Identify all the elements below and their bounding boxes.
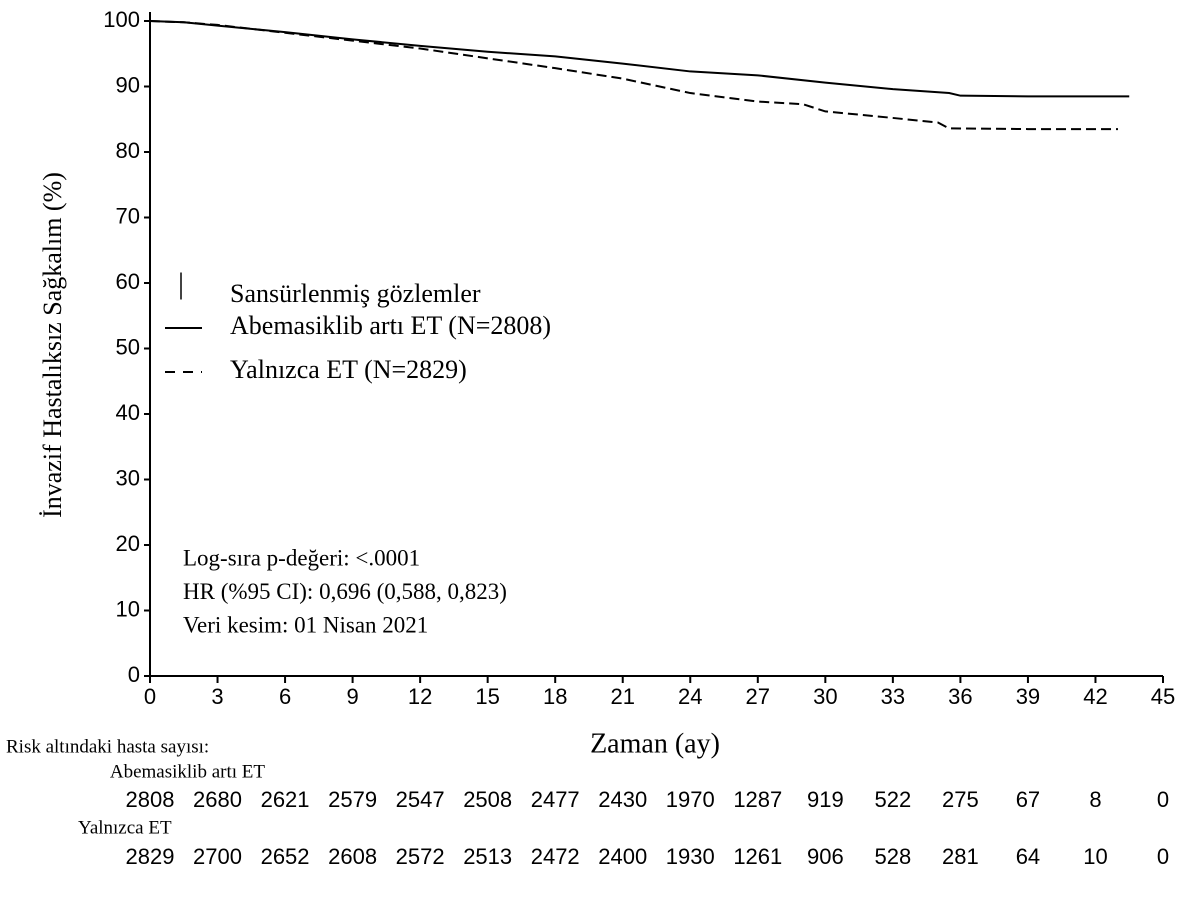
risk-count: 1930 — [666, 844, 715, 869]
risk-count: 2680 — [193, 787, 242, 812]
x-tick-label: 33 — [881, 684, 905, 709]
risk-count: 0 — [1157, 844, 1169, 869]
y-tick-label: 90 — [116, 72, 140, 97]
x-tick-label: 9 — [346, 684, 358, 709]
x-tick-label: 36 — [948, 684, 972, 709]
x-tick-label: 30 — [813, 684, 837, 709]
risk-count: 10 — [1083, 844, 1107, 869]
risk-count: 2472 — [531, 844, 580, 869]
risk-count: 275 — [942, 787, 979, 812]
risk-count: 528 — [875, 844, 912, 869]
annotation: HR (%95 CI): 0,696 (0,588, 0,823) — [183, 579, 507, 604]
risk-title: Risk altındaki hasta sayısı: — [6, 736, 209, 757]
legend-label: Yalnızca ET (N=2829) — [230, 355, 467, 384]
risk-count: 2829 — [126, 844, 175, 869]
y-tick-label: 100 — [103, 7, 140, 32]
x-axis-label: Zaman (ay) — [590, 728, 720, 759]
x-tick-label: 21 — [610, 684, 634, 709]
risk-count: 2808 — [126, 787, 175, 812]
y-tick-label: 70 — [116, 203, 140, 228]
risk-count: 2700 — [193, 844, 242, 869]
x-tick-label: 12 — [408, 684, 432, 709]
risk-count: 67 — [1016, 787, 1040, 812]
y-axis-label: İnvazif Hastalıksız Sağkalım (%) — [38, 172, 67, 518]
y-tick-label: 0 — [128, 662, 140, 687]
y-tick-label: 50 — [116, 334, 140, 359]
risk-count: 64 — [1016, 844, 1040, 869]
risk-count: 2430 — [598, 787, 647, 812]
risk-count: 2652 — [261, 844, 310, 869]
legend-label: Abemasiklib artı ET (N=2808) — [230, 311, 551, 340]
x-tick-label: 27 — [746, 684, 770, 709]
x-tick-label: 0 — [144, 684, 156, 709]
risk-count: 2579 — [328, 787, 377, 812]
survival-line — [149, 20, 1118, 131]
risk-count: 906 — [807, 844, 844, 869]
x-tick-label: 24 — [678, 684, 702, 709]
y-tick-label: 60 — [116, 269, 140, 294]
x-tick-label: 15 — [475, 684, 499, 709]
x-tick-label: 3 — [211, 684, 223, 709]
survival-line — [149, 20, 1130, 98]
risk-count: 1970 — [666, 787, 715, 812]
y-tick-label: 40 — [116, 400, 140, 425]
risk-count: 2400 — [598, 844, 647, 869]
censor-symbol: | — [178, 267, 184, 300]
risk-count: 919 — [807, 787, 844, 812]
risk-count: 2621 — [261, 787, 310, 812]
risk-count: 2608 — [328, 844, 377, 869]
legend-label: Sansürlenmiş gözlemler — [230, 279, 481, 308]
risk-count: 2508 — [463, 787, 512, 812]
risk-count: 522 — [875, 787, 912, 812]
risk-count: 2547 — [396, 787, 445, 812]
x-tick-label: 39 — [1016, 684, 1040, 709]
risk-count: 1287 — [733, 787, 782, 812]
x-tick-label: 6 — [279, 684, 291, 709]
y-tick-label: 30 — [116, 465, 140, 490]
risk-count: 1261 — [733, 844, 782, 869]
annotation: Log-sıra p-değeri: <.0001 — [183, 545, 420, 570]
risk-count: 2572 — [396, 844, 445, 869]
y-tick-label: 10 — [116, 596, 140, 621]
x-tick-label: 45 — [1151, 684, 1175, 709]
risk-count: 0 — [1157, 787, 1169, 812]
annotation: Veri kesim: 01 Nisan 2021 — [183, 612, 428, 637]
risk-count: 8 — [1089, 787, 1101, 812]
y-tick-label: 80 — [116, 138, 140, 163]
risk-row-label: Abemasiklib artı ET — [110, 761, 266, 782]
x-tick-label: 42 — [1083, 684, 1107, 709]
risk-count: 281 — [942, 844, 979, 869]
y-tick-label: 20 — [116, 531, 140, 556]
risk-row-label: Yalnızca ET — [78, 817, 172, 838]
x-tick-label: 18 — [543, 684, 567, 709]
risk-count: 2477 — [531, 787, 580, 812]
risk-count: 2513 — [463, 844, 512, 869]
